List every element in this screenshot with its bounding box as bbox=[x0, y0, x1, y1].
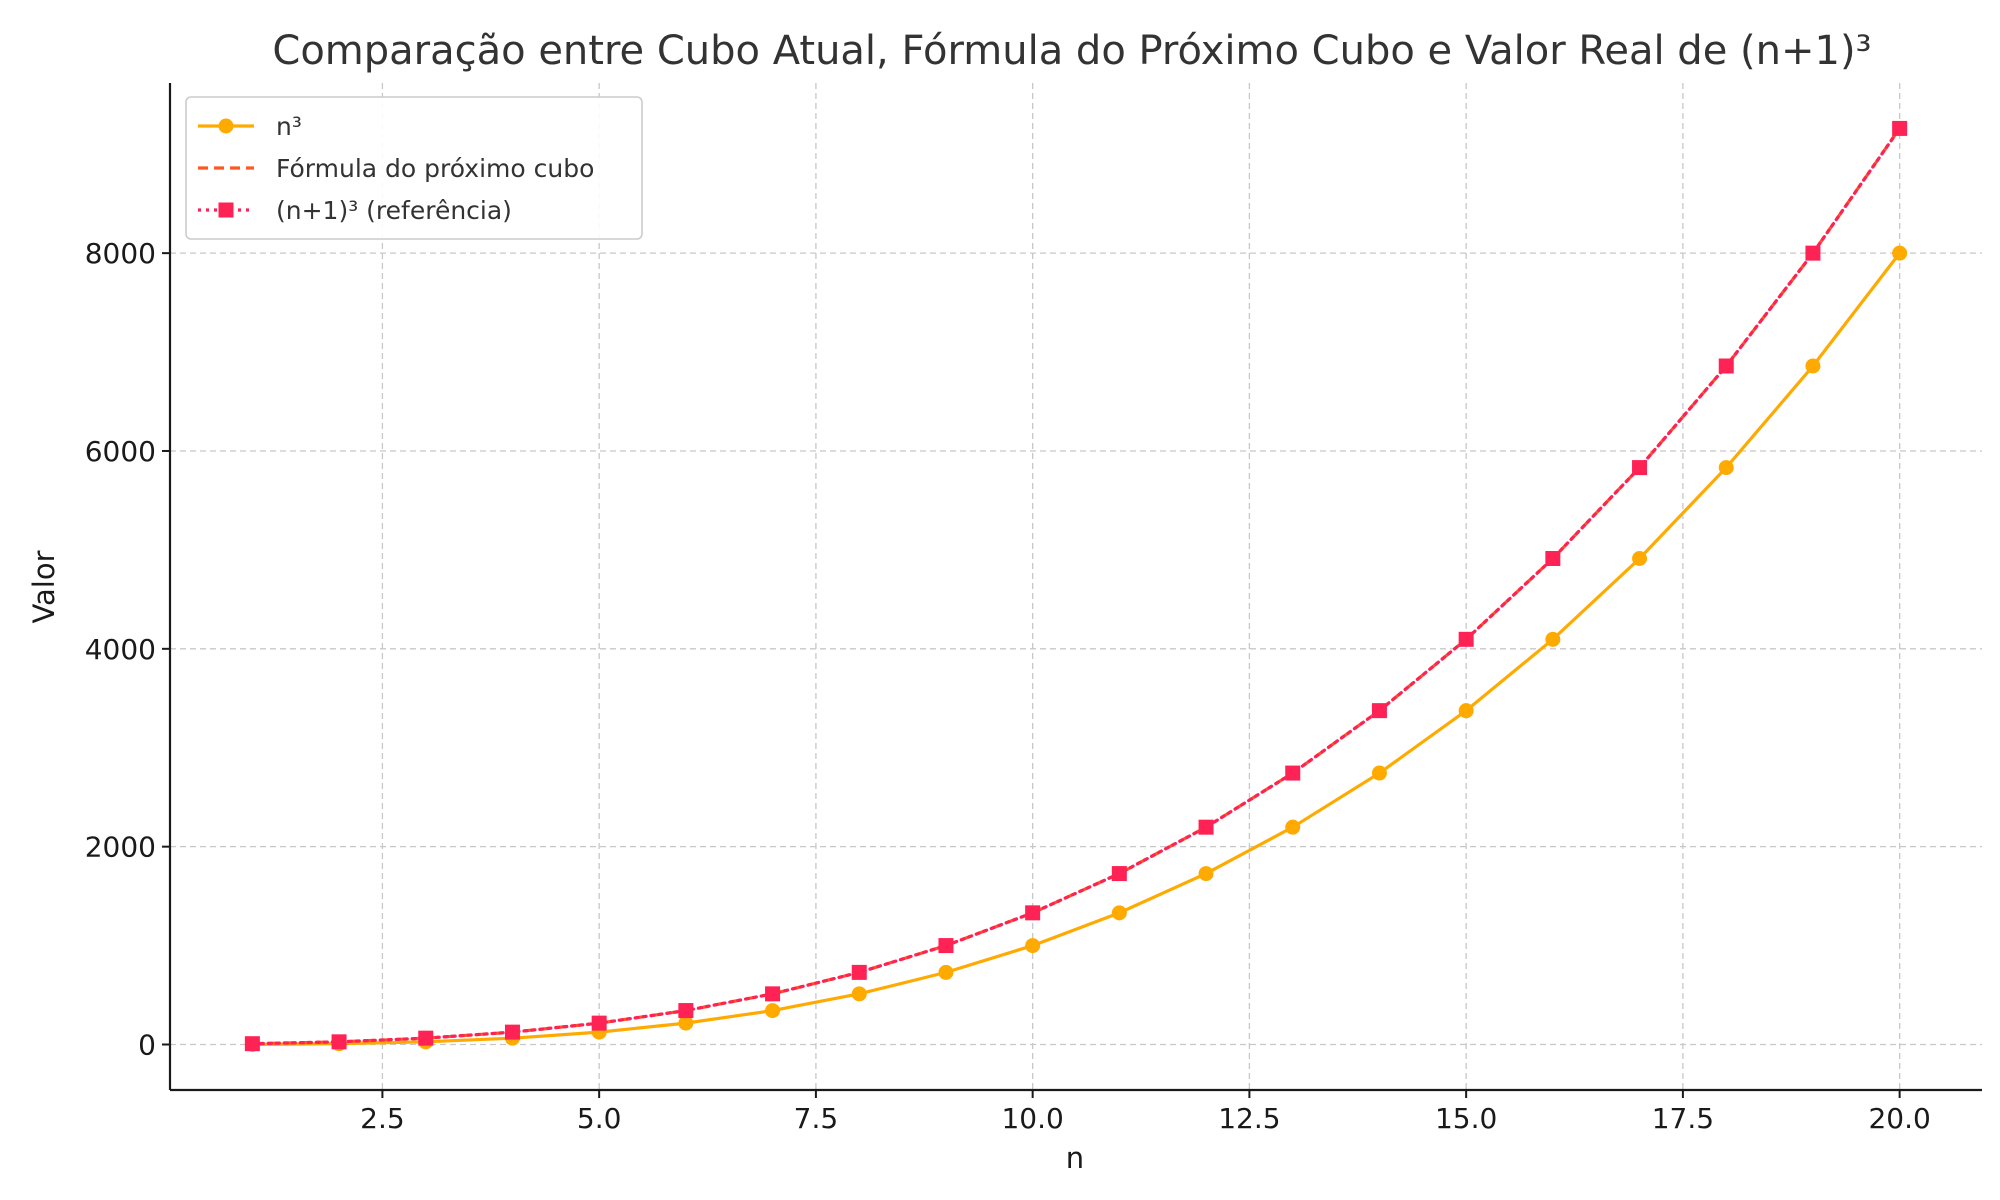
data-point bbox=[504, 1024, 520, 1040]
data-point bbox=[1545, 631, 1561, 647]
legend: n³ Fórmula do próximo cubo (n+1)³ (referên… bbox=[185, 96, 643, 240]
x-tick-label: 10.0 bbox=[1001, 1102, 1063, 1135]
data-point bbox=[331, 1034, 347, 1050]
grid-lines bbox=[170, 83, 1982, 1090]
data-point bbox=[1371, 765, 1387, 781]
data-point bbox=[1805, 358, 1821, 374]
x-tick-label: 15.0 bbox=[1435, 1102, 1497, 1135]
series-2 bbox=[244, 120, 1908, 1052]
x-tick-label: 12.5 bbox=[1218, 1102, 1280, 1135]
data-point bbox=[1371, 703, 1387, 719]
legend-entry: n³ bbox=[198, 112, 302, 141]
data-point bbox=[1458, 703, 1474, 719]
data-point bbox=[1198, 866, 1214, 882]
data-point bbox=[1458, 631, 1474, 647]
legend-entry: (n+1)³ (referência) bbox=[198, 196, 512, 225]
data-point bbox=[1892, 245, 1908, 261]
data-point bbox=[678, 1015, 694, 1031]
legend-label: Fórmula do próximo cubo bbox=[276, 154, 594, 183]
data-point bbox=[938, 964, 954, 980]
legend-swatch-marker bbox=[218, 118, 234, 134]
data-point bbox=[1632, 460, 1648, 476]
data-point bbox=[1025, 938, 1041, 954]
data-point bbox=[1111, 866, 1127, 882]
x-tick-label: 2.5 bbox=[360, 1102, 405, 1135]
y-tick-label: 8000 bbox=[85, 237, 156, 270]
y-tick-label: 2000 bbox=[85, 831, 156, 864]
x-tick-label: 7.5 bbox=[794, 1102, 839, 1135]
x-tick-label: 5.0 bbox=[577, 1102, 622, 1135]
data-point bbox=[418, 1030, 434, 1046]
y-tick-label: 4000 bbox=[85, 633, 156, 666]
legend-swatch-marker bbox=[218, 202, 234, 218]
series-line bbox=[250, 251, 1902, 1047]
data-point bbox=[1545, 551, 1561, 567]
data-point bbox=[851, 964, 867, 980]
data-point bbox=[938, 938, 954, 954]
legend-label: (n+1)³ (referência) bbox=[276, 196, 512, 225]
chart-title: Comparação entre Cubo Atual, Fórmula do … bbox=[272, 28, 1871, 74]
data-point bbox=[1805, 245, 1821, 261]
legend-box bbox=[185, 96, 643, 240]
y-tick-label: 6000 bbox=[85, 435, 156, 468]
data-point bbox=[1285, 765, 1301, 781]
data-point bbox=[1111, 905, 1127, 921]
data-point bbox=[591, 1015, 607, 1031]
x-axis-label: n bbox=[1066, 1141, 1084, 1175]
axes bbox=[162, 83, 1982, 1098]
series-1 bbox=[250, 126, 1902, 1046]
series-layer bbox=[244, 120, 1908, 1052]
data-point bbox=[1718, 460, 1734, 476]
data-point bbox=[1285, 819, 1301, 835]
data-point bbox=[1718, 358, 1734, 374]
data-point bbox=[1632, 551, 1648, 567]
data-point bbox=[678, 1003, 694, 1019]
y-tick-label: 0 bbox=[138, 1028, 156, 1061]
data-point bbox=[765, 986, 781, 1002]
tick-labels: 2.5 5.0 7.5 10.0 12.5 15.0 17.5 20.0 0 2000 4000 60… bbox=[85, 237, 1931, 1135]
data-point bbox=[765, 1003, 781, 1019]
data-point bbox=[1892, 120, 1908, 136]
series-line bbox=[250, 126, 1902, 1046]
series-line bbox=[250, 126, 1902, 1046]
data-point bbox=[851, 986, 867, 1002]
legend-entry: Fórmula do próximo cubo bbox=[198, 154, 594, 183]
legend-label: n³ bbox=[276, 112, 302, 141]
x-tick-label: 17.5 bbox=[1652, 1102, 1714, 1135]
data-point bbox=[1025, 905, 1041, 921]
y-axis-label: Valor bbox=[27, 550, 61, 623]
data-point bbox=[244, 1036, 260, 1052]
data-point bbox=[1198, 819, 1214, 835]
x-tick-label: 20.0 bbox=[1868, 1102, 1930, 1135]
